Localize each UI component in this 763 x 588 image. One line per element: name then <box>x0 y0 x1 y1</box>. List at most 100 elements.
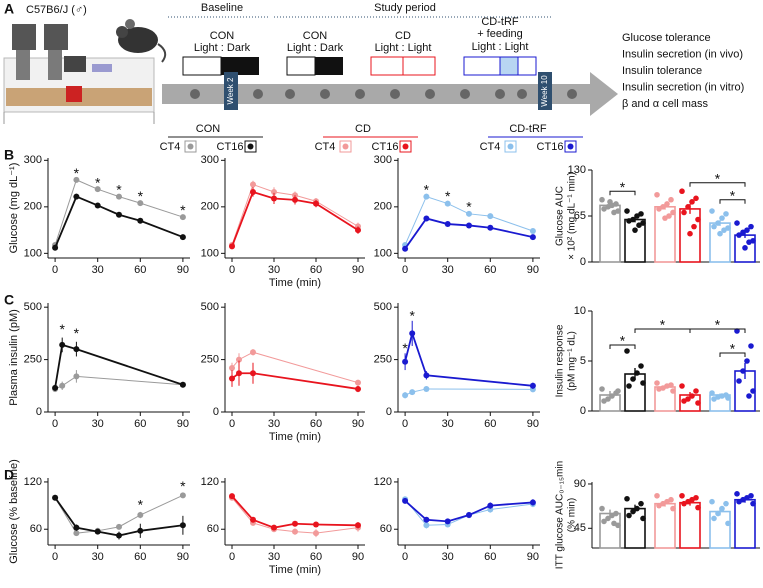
x-tick-label: 30 <box>442 418 454 430</box>
x-tick-label: 90 <box>527 551 539 563</box>
phase-label: Baseline <box>201 2 243 14</box>
mouse <box>116 19 167 63</box>
series-line <box>54 195 184 249</box>
x-tick-label: 90 <box>527 418 539 430</box>
y-axis-label: (pM mg⁻¹ dL) <box>567 331 578 391</box>
point <box>313 521 319 528</box>
bar <box>599 204 621 263</box>
dot <box>746 393 752 399</box>
legend-marker <box>567 143 574 150</box>
point <box>116 193 122 200</box>
series-line <box>404 388 533 396</box>
point <box>59 382 66 389</box>
dot <box>693 195 699 202</box>
dot <box>721 227 727 233</box>
dot <box>607 199 613 205</box>
point <box>250 188 256 195</box>
lab-equipment <box>3 24 155 124</box>
dot <box>611 520 617 527</box>
point <box>73 346 80 353</box>
y-tick-label: 100 <box>201 247 219 259</box>
significance: * <box>730 187 736 203</box>
significance: * <box>409 307 415 323</box>
significance: * <box>730 341 736 357</box>
y-tick-label: 60 <box>207 523 219 535</box>
dot <box>632 227 638 233</box>
point <box>137 200 144 207</box>
significance: * <box>59 321 65 337</box>
dot <box>638 500 644 507</box>
dot <box>736 378 742 384</box>
point <box>292 528 298 535</box>
point <box>423 516 430 523</box>
y-tick-label: 90 <box>574 478 586 490</box>
significance: * <box>620 179 626 195</box>
dot <box>750 388 756 394</box>
dot <box>626 512 632 519</box>
x-tick-label: 90 <box>352 551 364 563</box>
series-line <box>404 330 533 387</box>
point <box>179 234 186 241</box>
dot <box>599 386 605 392</box>
dot <box>638 363 644 369</box>
light-box <box>286 56 316 76</box>
bracket <box>609 190 636 196</box>
series-line <box>54 375 183 390</box>
point <box>52 244 59 251</box>
x-tick-label: 60 <box>484 418 496 430</box>
timeline <box>162 72 618 116</box>
point <box>487 224 494 231</box>
bracket <box>689 182 746 187</box>
panel-letter: D <box>4 467 14 483</box>
point <box>313 200 319 207</box>
outcome: Insulin tolerance <box>622 65 702 77</box>
feeding: + feeding <box>477 28 523 40</box>
x-axis-label: Time (min) <box>269 431 321 443</box>
x-tick-label: 0 <box>402 551 408 563</box>
point <box>423 522 430 529</box>
significance: * <box>466 198 472 214</box>
significance: * <box>74 325 80 341</box>
x-tick-label: 60 <box>484 551 496 563</box>
outcome: Glucose tolerance <box>622 32 711 44</box>
group: CON <box>303 30 328 42</box>
dot <box>695 400 701 406</box>
outcome: β and α cell mass <box>622 98 709 110</box>
dot <box>615 388 621 394</box>
y-axis-label: ITT glucose AUC₀₋₁₅min <box>555 461 566 569</box>
dot <box>670 505 676 512</box>
group: CD <box>395 30 411 42</box>
point <box>529 234 536 241</box>
x-tick-label: 90 <box>527 264 539 276</box>
point <box>94 528 101 535</box>
dot <box>711 515 717 522</box>
group: CON <box>210 30 235 42</box>
x-tick-label: 0 <box>402 264 408 276</box>
dot <box>709 498 715 505</box>
group: CD-tRF <box>481 16 519 28</box>
x-tick-label: 90 <box>177 264 189 276</box>
dot <box>725 520 731 527</box>
legend-label: CT16 <box>372 141 399 153</box>
point <box>73 373 80 380</box>
point <box>52 494 59 501</box>
legend-marker <box>187 143 194 150</box>
significance: * <box>620 333 626 349</box>
dot <box>679 492 685 499</box>
y-axis-label: Glucose (% baseline) <box>8 459 20 564</box>
dot <box>695 504 701 511</box>
significance: * <box>715 317 721 333</box>
light: Light : Light <box>472 41 529 53</box>
point <box>73 176 80 183</box>
point <box>529 228 536 235</box>
point <box>229 243 235 250</box>
legend-group: CON <box>196 123 221 135</box>
series-line <box>54 497 184 537</box>
point <box>292 520 298 527</box>
significance: * <box>424 181 430 197</box>
dot <box>744 358 750 364</box>
x-tick-label: 30 <box>268 418 280 430</box>
y-tick-label: 5 <box>580 355 586 367</box>
dot <box>746 239 752 245</box>
y-tick-label: 0 <box>213 406 219 418</box>
